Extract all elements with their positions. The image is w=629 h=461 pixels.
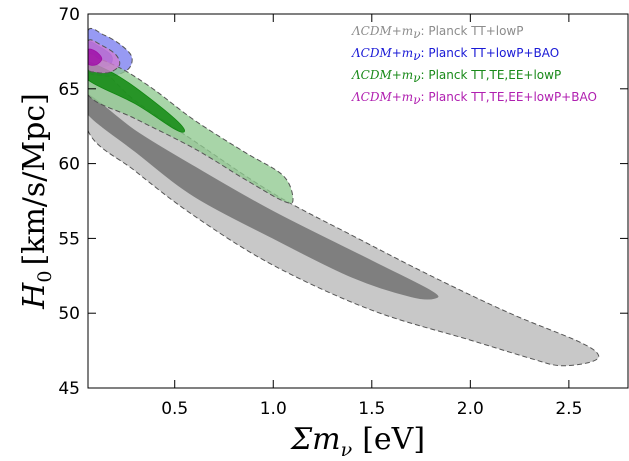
- series-1-contour-68: [88, 94, 439, 300]
- x-tick-label: 2.5: [555, 399, 582, 419]
- legend-entry-3: ΛCDM+mν: Planck TT,TE,EE+lowP: [351, 68, 561, 85]
- legend: ΛCDM+mν: Planck TT+lowP ΛCDM+mν: Planck T…: [351, 24, 597, 107]
- x-tick-label: 1.5: [358, 399, 385, 419]
- series-4-contours: [88, 39, 121, 74]
- series-4-contour-68: [88, 48, 103, 66]
- contour-layer: [88, 27, 600, 367]
- x-axis-label: Σmν [eV]: [290, 422, 425, 461]
- x-tick-label: 1.0: [260, 399, 287, 419]
- y-tick-label: 65: [58, 80, 80, 100]
- y-tick-label: 55: [58, 229, 80, 249]
- y-axis-label: H0[km/s/Mpc]: [17, 93, 56, 310]
- plot-frame: [87, 13, 629, 389]
- legend-entry-4: ΛCDM+mν: Planck TT,TE,EE+lowP+BAO: [351, 90, 597, 107]
- y-tick-label: 50: [58, 304, 80, 324]
- x-tick-label: 0.5: [161, 399, 188, 419]
- y-tick-label: 60: [58, 155, 80, 175]
- legend-entry-1: ΛCDM+mν: Planck TT+lowP: [351, 24, 523, 41]
- legend-entry-2: ΛCDM+mν: Planck TT+lowP+BAO: [351, 46, 559, 63]
- y-tick-label: 45: [58, 379, 80, 399]
- y-tick-label: 70: [58, 5, 80, 25]
- axis-ticks: 0.5 1.0 1.5 2.0 2.5 45 50 55 60 65 70: [58, 5, 628, 419]
- x-tick-label: 2.0: [457, 399, 484, 419]
